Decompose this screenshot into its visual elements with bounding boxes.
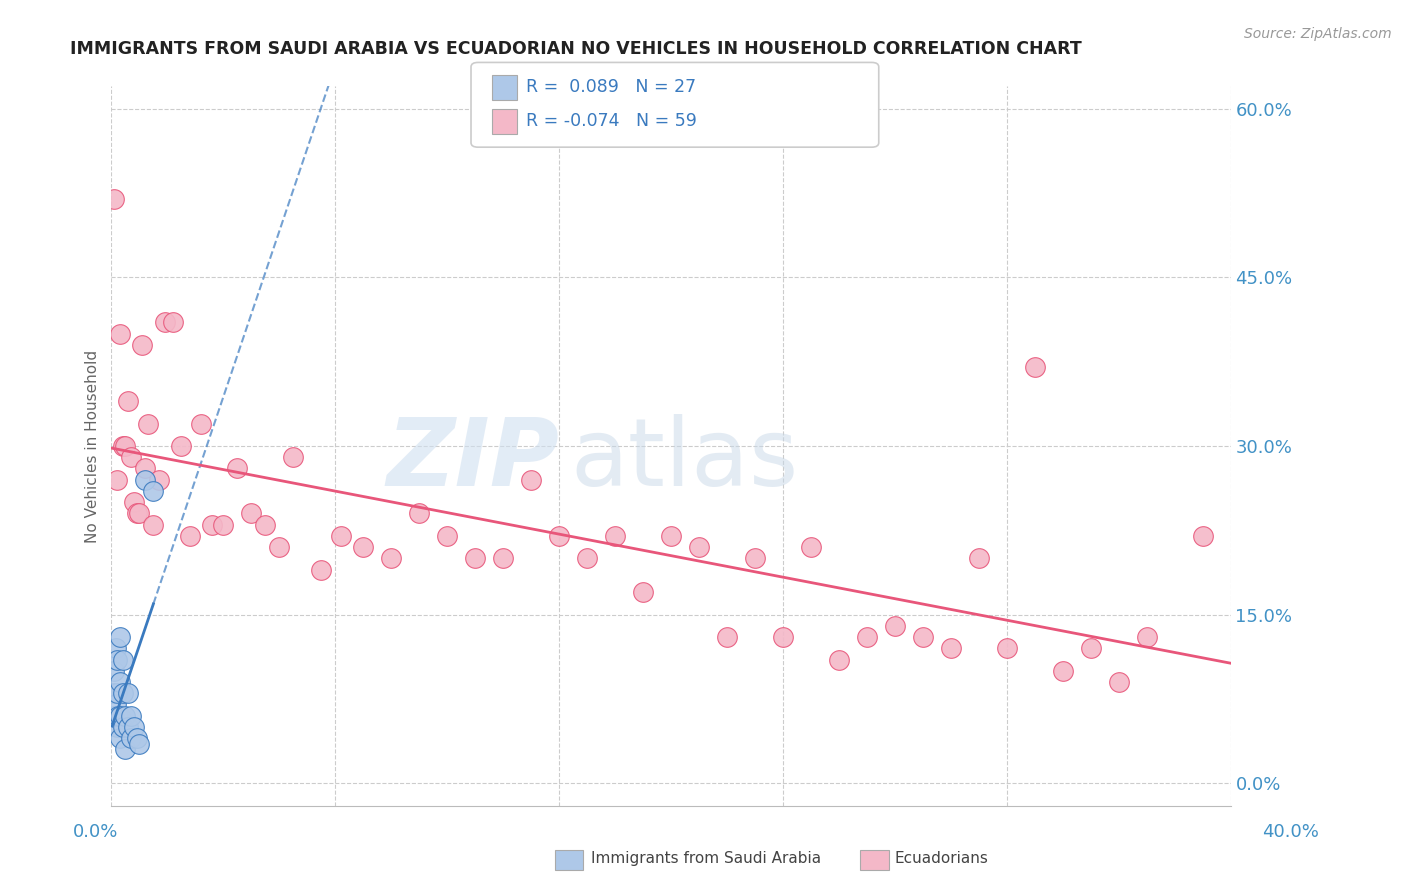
Point [1191, 529, 1213, 543]
Point [828, 652, 851, 666]
Point [162, 315, 184, 329]
Point [114, 708, 136, 723]
Point [142, 483, 165, 498]
Point [548, 529, 571, 543]
Point [117, 686, 139, 700]
Point [120, 731, 142, 746]
Point [108, 731, 131, 746]
Point [967, 551, 990, 566]
Point [117, 720, 139, 734]
Point [436, 529, 458, 543]
Point [125, 731, 148, 746]
Point [142, 517, 165, 532]
Point [111, 652, 134, 666]
Point [240, 507, 263, 521]
Point [1024, 360, 1046, 375]
Text: IMMIGRANTS FROM SAUDI ARABIA VS ECUADORIAN NO VEHICLES IN HOUSEHOLD CORRELATION : IMMIGRANTS FROM SAUDI ARABIA VS ECUADORI… [70, 40, 1083, 58]
Point [772, 630, 794, 644]
Point [105, 652, 128, 666]
Point [105, 720, 128, 734]
Point [856, 630, 879, 644]
Point [1052, 664, 1074, 678]
Text: Source: ZipAtlas.com: Source: ZipAtlas.com [1244, 27, 1392, 41]
Text: 0.0%: 0.0% [73, 823, 118, 841]
Point [122, 720, 145, 734]
Text: R = -0.074   N = 59: R = -0.074 N = 59 [526, 112, 697, 130]
Text: Immigrants from Saudi Arabia: Immigrants from Saudi Arabia [591, 851, 821, 865]
Point [103, 664, 125, 678]
Point [408, 507, 430, 521]
Point [120, 708, 142, 723]
Text: 40.0%: 40.0% [1263, 823, 1319, 841]
Point [125, 507, 148, 521]
Point [800, 540, 823, 554]
Point [134, 473, 156, 487]
Point [179, 529, 201, 543]
Point [464, 551, 486, 566]
Point [114, 742, 136, 756]
Text: atlas: atlas [571, 415, 799, 507]
Point [148, 473, 170, 487]
Text: Ecuadorians: Ecuadorians [894, 851, 988, 865]
Point [309, 563, 332, 577]
Point [1080, 641, 1102, 656]
Point [108, 326, 131, 341]
Point [911, 630, 934, 644]
Point [688, 540, 710, 554]
Point [103, 708, 125, 723]
Point [329, 529, 352, 543]
Point [128, 737, 150, 751]
Point [492, 551, 515, 566]
Point [114, 439, 136, 453]
Point [134, 461, 156, 475]
Point [105, 473, 128, 487]
Point [103, 192, 125, 206]
Point [107, 708, 129, 723]
Point [120, 450, 142, 465]
Point [883, 619, 905, 633]
Point [939, 641, 962, 656]
Point [716, 630, 738, 644]
Point [254, 517, 277, 532]
Point [122, 495, 145, 509]
Point [352, 540, 374, 554]
Point [659, 529, 682, 543]
Point [744, 551, 766, 566]
Point [576, 551, 599, 566]
Point [283, 450, 305, 465]
Point [105, 686, 128, 700]
Point [995, 641, 1018, 656]
Point [1136, 630, 1159, 644]
Text: ZIP: ZIP [387, 415, 560, 507]
Point [631, 585, 654, 599]
Y-axis label: No Vehicles in Household: No Vehicles in Household [86, 350, 100, 542]
Point [1108, 675, 1130, 690]
Point [128, 507, 150, 521]
Point [117, 394, 139, 409]
Point [226, 461, 249, 475]
Point [201, 517, 224, 532]
Point [111, 720, 134, 734]
Point [104, 698, 127, 712]
Point [212, 517, 235, 532]
Point [108, 630, 131, 644]
Point [111, 686, 134, 700]
Point [380, 551, 402, 566]
Point [111, 439, 134, 453]
Point [104, 641, 127, 656]
Point [108, 675, 131, 690]
Point [131, 338, 153, 352]
Text: R =  0.089   N = 27: R = 0.089 N = 27 [526, 78, 696, 96]
Point [101, 686, 124, 700]
Point [520, 473, 543, 487]
Point [136, 417, 159, 431]
Point [153, 315, 176, 329]
Point [603, 529, 626, 543]
Point [190, 417, 212, 431]
Point [108, 708, 131, 723]
Point [269, 540, 291, 554]
Point [170, 439, 193, 453]
